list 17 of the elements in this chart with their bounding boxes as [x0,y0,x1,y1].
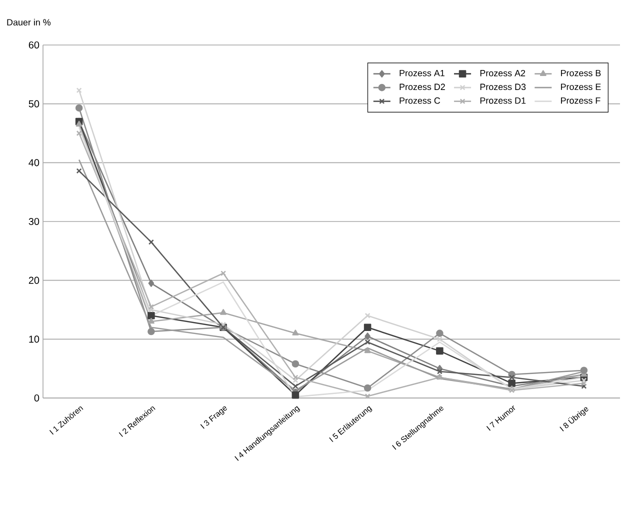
legend-label: Prozess A1 [400,70,444,76]
legend-label: Prozess D1 [480,97,526,104]
legend-label: Prozess A2 [480,70,526,76]
y-tick-label: 20 [28,276,40,284]
legend-label: Prozess D3 [480,84,526,90]
legend-label: Prozess D2 [400,84,445,90]
y-tick-label: 30 [28,218,40,226]
legend-label: Prozess B [561,70,601,76]
legend-label: Prozess E [561,84,601,90]
y-tick-label: 60 [28,41,40,49]
y-tick-label: 0 [34,394,40,402]
y-tick-label: 40 [28,159,40,166]
y-tick-label: 10 [29,336,40,343]
legend-label: Prozess F [561,97,600,104]
y-axis-title: Dauer in % [7,18,51,26]
legend-label: Prozess C [400,97,440,104]
y-tick-label: 50 [28,100,40,108]
